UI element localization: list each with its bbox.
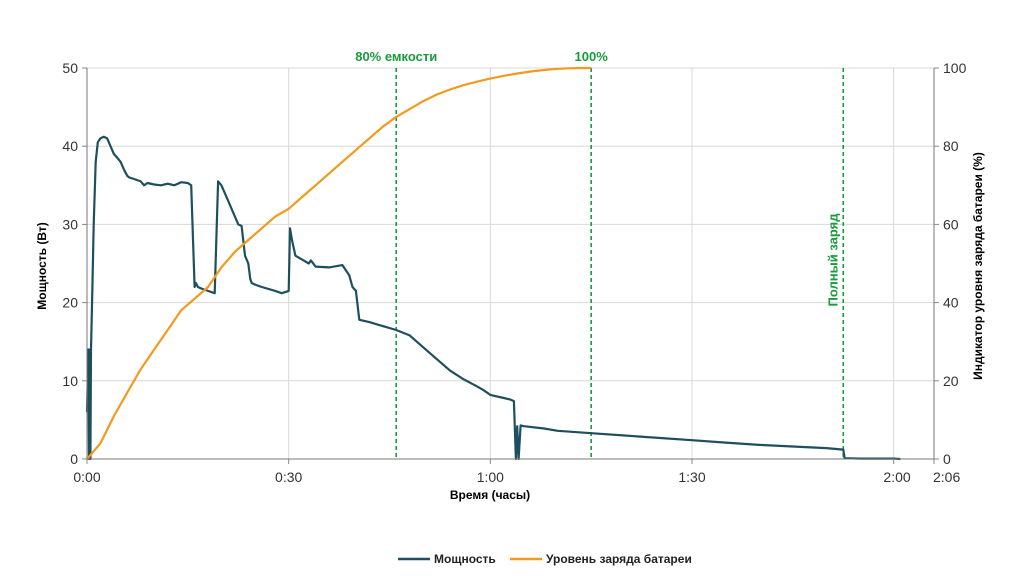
y-axis-left-title: Мощность (Вт) [35, 222, 49, 310]
y-left-tick-label: 50 [62, 60, 78, 76]
y-right-tick-label: 60 [943, 216, 959, 232]
series-line-power [85, 135, 901, 461]
tick-labels: 0 10 20 30 40 50 0 20 40 60 80 100 0:00 0:30 1:00 1:30 2… [62, 60, 966, 485]
x-tick-label: 2:00 [883, 469, 910, 485]
x-tick-label: 2:06 [933, 469, 960, 485]
marker-label: 100% [575, 49, 609, 64]
y-left-tick-label: 40 [62, 138, 78, 154]
x-axis-title: Время (часы) [450, 488, 530, 502]
grid-lines [86, 67, 935, 460]
axes [82, 67, 939, 464]
y-right-tick-label: 20 [943, 373, 959, 389]
legend-label-battery: Уровень заряда батареи [546, 552, 692, 566]
legend-label-power: Мощность [434, 552, 496, 566]
x-tick-label: 1:00 [477, 469, 504, 485]
marker-label: 80% емкости [355, 49, 437, 64]
x-tick-label: 0:30 [275, 469, 302, 485]
marker-label: Полный заряд [825, 213, 840, 307]
x-tick-label: 1:30 [678, 469, 705, 485]
y-right-tick-label: 80 [943, 138, 959, 154]
y-right-tick-label: 0 [943, 451, 951, 467]
y-right-tick-label: 40 [943, 295, 959, 311]
y-left-tick-label: 10 [62, 373, 78, 389]
y-right-tick-label: 100 [943, 60, 967, 76]
y-left-tick-label: 20 [62, 295, 78, 311]
y-axis-right-title: Индикатор уровня заряда батареи (%) [971, 152, 985, 380]
y-left-tick-label: 0 [70, 451, 78, 467]
marker-lines: 80% емкости 100% Полный заряд [355, 49, 845, 459]
legend: Мощность Уровень заряда батареи [398, 552, 692, 566]
series-layer [85, 66, 901, 461]
series-line-battery [86, 66, 592, 460]
y-left-tick-label: 30 [62, 216, 78, 232]
x-tick-label: 0:00 [73, 469, 100, 485]
plot-area [87, 68, 934, 459]
